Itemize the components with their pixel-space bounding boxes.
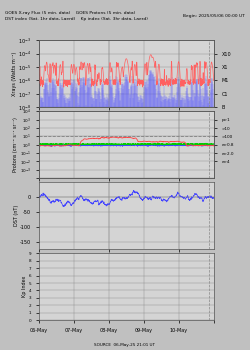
Text: GOES X-ray Flux (5 min. data)    GOES Protons (5 min. data): GOES X-ray Flux (5 min. data) GOES Proto… — [5, 11, 135, 15]
Y-axis label: Protons (cm⁻² s⁻¹ sr⁻¹): Protons (cm⁻² s⁻¹ sr⁻¹) — [14, 117, 18, 172]
Text: SOURCE  06-May-25 21:01 UT: SOURCE 06-May-25 21:01 UT — [94, 343, 156, 347]
Text: DST index (Sat. 1hr data, Laerd)    Kp index (Sat. 3hr data, Laerd): DST index (Sat. 1hr data, Laerd) Kp inde… — [5, 16, 148, 21]
Y-axis label: Xrays (Watts m⁻²): Xrays (Watts m⁻²) — [12, 51, 17, 96]
Y-axis label: Kp Index: Kp Index — [22, 276, 27, 298]
Y-axis label: DST (nT): DST (nT) — [14, 205, 18, 226]
Text: Begin: 2025/05/06 00:00 UT: Begin: 2025/05/06 00:00 UT — [183, 14, 245, 18]
